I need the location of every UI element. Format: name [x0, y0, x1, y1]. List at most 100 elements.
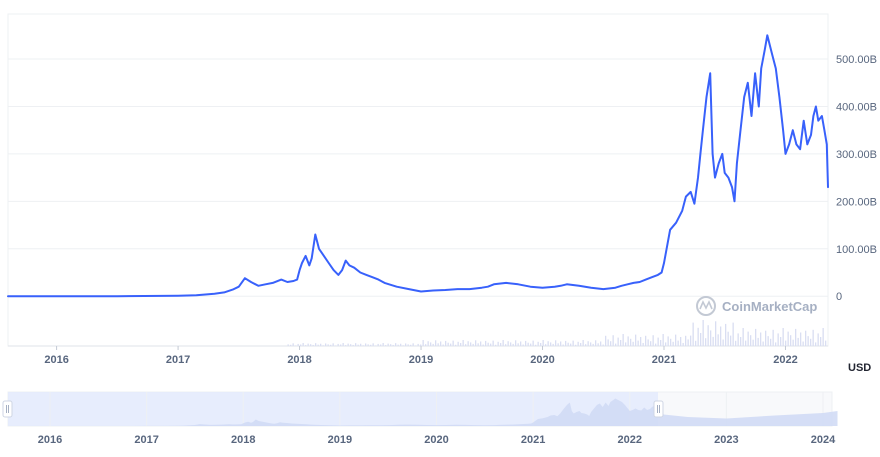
navigator-left-handle[interactable] — [2, 400, 13, 418]
volume-bar — [417, 343, 419, 346]
volume-bar — [535, 344, 537, 346]
x-tick-label: 2016 — [44, 354, 68, 366]
volume-bar — [680, 337, 682, 346]
volume-bar — [525, 340, 527, 346]
coinmarketcap-watermark: CoinMarketCap — [696, 296, 817, 316]
volume-bar — [407, 344, 409, 346]
navigator-mini-area — [11, 398, 838, 426]
volume-bar — [712, 336, 714, 346]
volume-bar — [377, 343, 379, 346]
volume-bar — [505, 344, 507, 346]
volume-bar — [655, 343, 657, 346]
volume-bar — [495, 344, 497, 346]
volume-bar — [462, 340, 464, 346]
volume-bar — [787, 331, 789, 346]
navigator-x-tick-label: 2020 — [424, 434, 448, 446]
y-tick-label: 100.00B — [836, 244, 877, 256]
volume-bar — [477, 343, 479, 346]
volume-bar — [322, 345, 324, 346]
volume-bar — [512, 343, 514, 346]
volume-bar — [352, 344, 354, 346]
volume-bar — [297, 343, 299, 346]
volume-bar — [817, 333, 819, 346]
volume-bar — [652, 335, 654, 346]
volume-bar — [420, 344, 422, 346]
volume-bar — [375, 345, 377, 346]
watermark-text: CoinMarketCap — [722, 299, 817, 314]
volume-bar — [742, 328, 744, 346]
volume-bar — [327, 344, 329, 346]
volume-bar — [432, 343, 434, 346]
volume-bar — [450, 343, 452, 346]
volume-bar — [397, 344, 399, 346]
y-tick-label: 500.00B — [836, 54, 877, 66]
volume-bar — [435, 340, 437, 346]
volume-bar — [437, 343, 439, 346]
volume-bar — [427, 341, 429, 346]
volume-bar — [305, 345, 307, 346]
volume-bar — [777, 333, 779, 346]
volume-bar — [660, 340, 662, 346]
volume-bar — [365, 343, 367, 346]
volume-bar — [595, 340, 597, 346]
volume-bar — [347, 343, 349, 346]
volume-bar — [405, 343, 407, 346]
volume-bar — [382, 343, 384, 346]
navigator-x-tick-label: 2021 — [521, 434, 545, 446]
volume-bar — [632, 341, 634, 346]
navigator-right-handle[interactable] — [653, 400, 664, 418]
volume-bar — [820, 337, 822, 346]
volume-bar — [510, 342, 512, 346]
volume-bar — [515, 340, 517, 346]
volume-bar — [627, 336, 629, 346]
volume-bar — [320, 343, 322, 346]
volume-bar — [500, 343, 502, 346]
volume-bar — [705, 338, 707, 346]
volume-bar — [430, 342, 432, 346]
market-cap-line — [7, 34, 829, 298]
volume-bar — [807, 336, 809, 346]
volume-bar — [292, 343, 294, 346]
volume-bar — [455, 344, 457, 346]
navigator-x-tick-label: 2023 — [714, 434, 738, 446]
volume-bar — [622, 334, 624, 346]
volume-bar — [335, 345, 337, 346]
volume-bar — [630, 338, 632, 346]
volume-bar — [602, 344, 604, 346]
volume-bar — [370, 344, 372, 346]
volume-bar — [545, 344, 547, 346]
volume-bar — [685, 335, 687, 346]
volume-bar — [707, 325, 709, 346]
volume-bar — [385, 345, 387, 346]
volume-bar — [442, 344, 444, 346]
volume-bar — [380, 344, 382, 346]
volume-bar — [557, 343, 559, 346]
volume-bar — [345, 345, 347, 346]
range-navigator[interactable]: 2016 2017 2018 2019 2020 2021 2022 2023 2024 — [2, 391, 838, 446]
volume-bar — [692, 322, 694, 346]
volume-bar — [765, 330, 767, 346]
volume-bar — [657, 337, 659, 346]
volume-bar — [772, 329, 774, 346]
volume-bar — [360, 343, 362, 346]
volume-bar — [522, 344, 524, 346]
volume-bar — [490, 343, 492, 346]
x-tick-label: 2020 — [530, 354, 554, 366]
volume-bar — [715, 321, 717, 346]
volume-bar — [330, 344, 332, 346]
volume-bar — [635, 334, 637, 346]
volume-bar — [767, 336, 769, 346]
navigator-x-tick-label: 2018 — [231, 434, 255, 446]
volume-bar — [695, 340, 697, 346]
volume-bar — [812, 329, 814, 346]
volume-bar — [592, 343, 594, 346]
volume-bar — [717, 334, 719, 346]
volume-bar — [815, 342, 817, 346]
volume-bar — [590, 342, 592, 346]
volume-bar — [342, 343, 344, 346]
volume-bar — [760, 332, 762, 346]
volume-bar — [295, 345, 297, 346]
volume-bar — [665, 342, 667, 346]
volume-bar — [575, 344, 577, 346]
